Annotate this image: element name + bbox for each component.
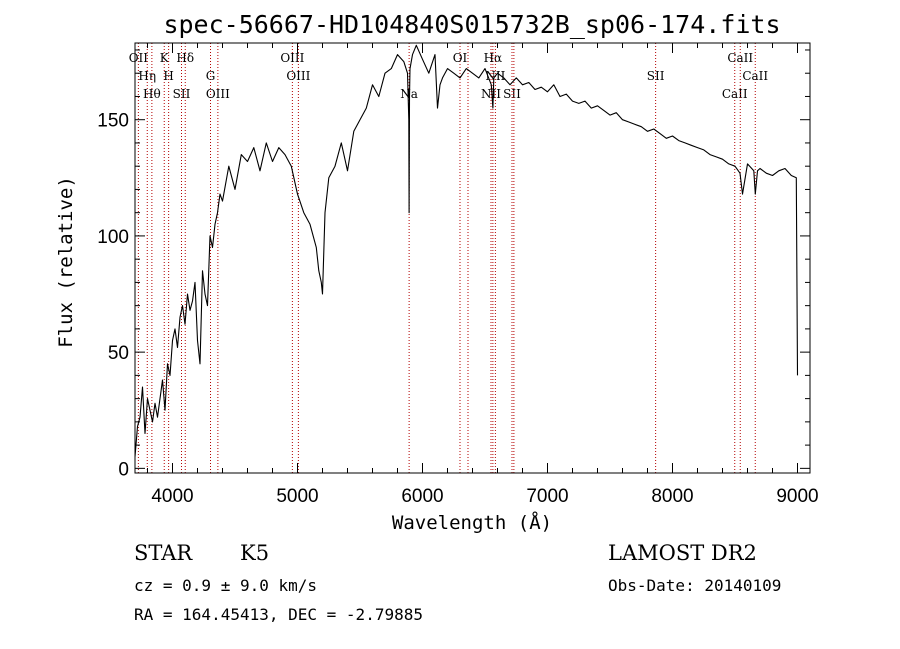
x-axis-ticks: 4000 5000 6000 7000 8000 9000 — [147, 43, 819, 507]
line-marker-label: NII — [481, 87, 501, 101]
chart-title: spec-56667-HD104840S015732B_sp06-174.fit… — [163, 10, 780, 39]
redshift-cz: cz = 0.9 ± 9.0 km/s — [134, 576, 318, 595]
x-tick-label: 9000 — [776, 486, 818, 507]
line-marker-label: SII — [647, 69, 665, 83]
line-marker-label: Hθ — [143, 87, 161, 101]
object-subclass: K5 — [240, 541, 270, 565]
y-tick-label: 50 — [108, 343, 129, 364]
series-group — [134, 44, 799, 457]
line-marker-label: Hα — [484, 51, 503, 65]
y-tick-label: 100 — [97, 227, 129, 248]
x-tick-label: 6000 — [401, 486, 443, 507]
y-tick-label: 0 — [118, 459, 129, 480]
observation-date: Obs-Date: 20140109 — [608, 576, 782, 595]
line-marker-label: OII — [129, 51, 149, 65]
line-marker-label: K — [160, 51, 170, 65]
x-tick-label: 4000 — [151, 486, 193, 507]
x-tick-label: 7000 — [526, 486, 568, 507]
x-tick-label: 8000 — [651, 486, 693, 507]
line-marker-label: Hη — [138, 69, 156, 83]
line-marker-label: OIII — [280, 51, 304, 65]
line-marker-label: OIII — [206, 87, 230, 101]
line-markers: OIIHηHθKHSIIHδGOIIIOIIIOIIINaOINIIHαNIIS… — [129, 43, 768, 473]
object-class: STAR — [134, 541, 193, 565]
x-axis-label: Wavelength (Å) — [392, 511, 552, 534]
y-axis-label: Flux (relative) — [55, 176, 77, 348]
survey-name: LAMOST DR2 — [608, 541, 757, 565]
line-marker-label: SII — [503, 87, 521, 101]
spectrum-line — [134, 44, 799, 457]
coordinates: RA = 164.45413, DEC = -2.79885 — [134, 605, 423, 624]
line-marker-label: Hδ — [176, 51, 194, 65]
x-tick-label: 5000 — [276, 486, 318, 507]
line-marker-label: CaII — [742, 69, 768, 83]
line-marker-label: OIII — [286, 69, 310, 83]
plot-frame — [134, 42, 811, 474]
line-marker-label: G — [206, 69, 216, 83]
line-marker-label: H — [163, 69, 173, 83]
line-marker-label: OI — [453, 51, 468, 65]
y-axis-ticks: 0 50 100 150 — [97, 49, 810, 480]
y-tick-label: 150 — [97, 111, 129, 132]
line-marker-label: SII — [173, 87, 191, 101]
line-marker-label: CaII — [727, 51, 753, 65]
line-marker-label: CaII — [722, 87, 748, 101]
